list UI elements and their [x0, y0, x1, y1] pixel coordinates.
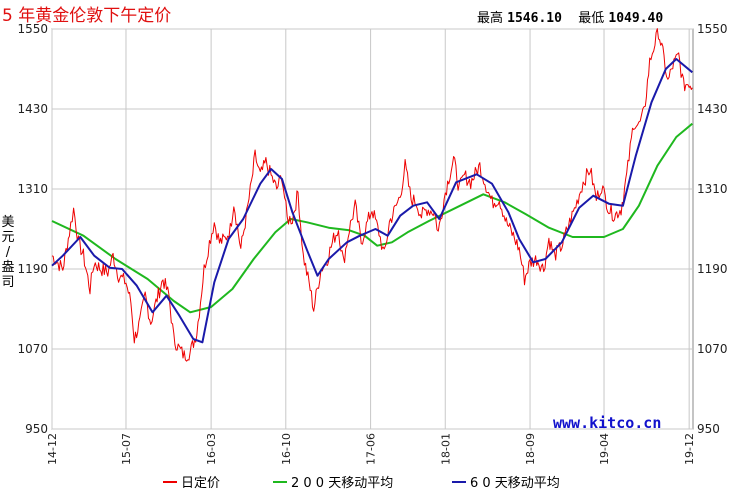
x-tick-label: 19-04: [598, 433, 611, 465]
y-tick-label-right: 1070: [697, 342, 728, 356]
legend-item-ma60: 6 0 天移动平均: [452, 472, 560, 491]
y-tick-label-right: 1430: [697, 102, 728, 116]
legend-label-ma200: 2 0 0 天移动平均: [291, 476, 394, 491]
high-label: 最高: [477, 11, 504, 26]
legend-swatch-ma200: [273, 480, 287, 483]
y-axis-label: 美元 / 盎司: [0, 215, 16, 290]
x-tick-label: 18-01: [439, 433, 452, 465]
y-axis-label-char: /: [5, 245, 11, 260]
low-label: 最低: [578, 11, 605, 26]
y-tick-label-left: 950: [25, 422, 48, 436]
y-tick-label-left: 1430: [17, 102, 48, 116]
y-axis-label-char: 美: [1, 215, 15, 230]
x-tick-label: 16-10: [280, 433, 293, 465]
x-tick-label: 18-09: [524, 433, 537, 465]
legend-label-ma60: 6 0 天移动平均: [470, 476, 560, 491]
y-tick-label-left: 1070: [17, 342, 48, 356]
y-tick-label-left: 1190: [17, 262, 48, 276]
series-line-ma200: [51, 122, 693, 314]
y-tick-label-left: 1310: [17, 182, 48, 196]
x-tick-label: 17-06: [365, 433, 378, 465]
legend-item-daily: 日定价: [163, 472, 220, 491]
x-tick-label: 15-07: [120, 433, 133, 465]
series-line-daily: [51, 28, 693, 362]
series-line-ma60: [51, 58, 693, 344]
kitco-watermark[interactable]: www.kitco.cn: [553, 414, 662, 432]
legend-item-ma200: 2 0 0 天移动平均: [273, 472, 393, 491]
y-tick-label-left: 1550: [17, 22, 48, 36]
y-tick-label-right: 1190: [697, 262, 728, 276]
y-tick-label-right: 950: [697, 422, 720, 436]
y-tick-label-right: 1310: [697, 182, 728, 196]
legend-swatch-daily: [163, 480, 177, 483]
legend-label-daily: 日定价: [181, 476, 221, 491]
y-axis-label-char: 盎: [1, 260, 15, 275]
legend-swatch-ma60: [452, 480, 466, 483]
x-tick-label: 16-03: [205, 433, 218, 465]
plot-area: [51, 28, 694, 430]
low-value: 1049.40: [608, 11, 664, 26]
y-axis-label-char: 元: [1, 230, 15, 245]
x-tick-label: 19-12: [683, 433, 696, 465]
y-axis-label-char: 司: [1, 275, 15, 290]
y-tick-label-right: 1550: [697, 22, 728, 36]
high-value: 1546.10: [507, 11, 562, 26]
x-tick-label: 14-12: [46, 433, 59, 465]
high-low-stats: 最高 1546.10 最低 1049.40: [477, 7, 663, 26]
chart-title: 5 年黄金伦敦下午定价: [2, 6, 172, 26]
